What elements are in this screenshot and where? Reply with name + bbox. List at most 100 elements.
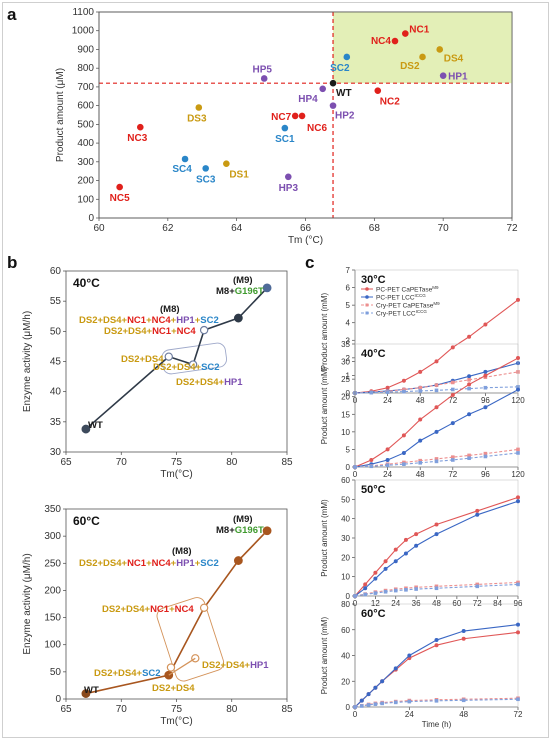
- c1-x-tick-label: 120: [511, 396, 525, 405]
- c2-series-point: [467, 456, 471, 461]
- c2-series-point: [483, 405, 488, 410]
- b1-y-tick-label: 50: [50, 326, 62, 337]
- b2-annotation-part: NC4: [152, 558, 172, 569]
- c3-x-tick-label: 96: [514, 599, 523, 608]
- c1-series-point: [483, 369, 488, 374]
- c3-x-tick-label: 12: [371, 599, 380, 608]
- c4-y-tick-label: 60: [341, 626, 350, 635]
- c3-series-point: [393, 588, 398, 593]
- c3-series-line-3: [354, 583, 519, 597]
- c2-series-point: [369, 457, 374, 462]
- b1-y-tick-label: 35: [50, 417, 62, 428]
- b2-y-tick-label: 300: [44, 531, 61, 542]
- a-point-nc3: [137, 123, 144, 131]
- c1-series-point: [467, 386, 471, 391]
- a-x-tick-label: 72: [506, 223, 518, 234]
- a-point-label-hp5: HP5: [252, 64, 272, 75]
- c2-y-tick-label: 25: [341, 375, 350, 384]
- b1-annotation: WT: [88, 420, 103, 431]
- a-point-hp2: [329, 102, 337, 109]
- b2-x-tick-label: 65: [60, 704, 72, 715]
- c2-y-tick-label: 20: [341, 393, 350, 402]
- c1-series-line-3: [354, 386, 519, 394]
- b1-annotation-part: +: [171, 315, 177, 326]
- b2-y-tick-label: 100: [44, 640, 61, 651]
- a-point-ds4: [436, 46, 444, 53]
- a-x-tick-label: 66: [300, 223, 312, 234]
- b1-annotation-part: NC4: [177, 326, 197, 337]
- a-point-label-nc6: NC6: [307, 123, 327, 134]
- b1-point: [233, 313, 243, 323]
- c2-y-tick-label: 5: [346, 445, 351, 454]
- a-point-label-nc5: NC5: [110, 193, 130, 204]
- c2-series-point: [418, 417, 423, 422]
- c1-series-point: [467, 374, 472, 379]
- a-point-nc6: [298, 112, 306, 120]
- c1-legend-superscript: ICCG: [415, 293, 427, 298]
- b1-annotation: DS2+DS4: [121, 354, 164, 365]
- b2-annotation-part: DS2+DS4+: [102, 604, 151, 615]
- a-point-hp3: [284, 173, 292, 181]
- a-point-label-hp2: HP2: [335, 111, 355, 122]
- c2-series-point: [385, 463, 390, 468]
- a-y-tick-label: 900: [77, 44, 94, 55]
- c2-series-point: [369, 464, 374, 469]
- b2-y-tick-label: 350: [44, 504, 61, 515]
- c1-legend-superscript: ICCG: [416, 309, 428, 314]
- b1-x-tick-label: 80: [226, 457, 238, 468]
- b2-annotation-part: (M8): [172, 546, 192, 557]
- c3-series-point: [403, 551, 408, 556]
- c2-series-point: [483, 454, 488, 459]
- a-y-tick-label: 500: [77, 119, 94, 130]
- b2-annotation-part: +: [171, 558, 177, 569]
- c1-series-point: [402, 389, 406, 394]
- b1-y-axis-label: Enzyme activity (μM/h): [22, 311, 33, 412]
- c3-series-point: [475, 584, 480, 589]
- c3-series-point: [414, 543, 419, 548]
- b1-x-axis-label: Tm(°C): [160, 469, 192, 480]
- c4-series-point: [516, 622, 520, 627]
- c1-legend-name: PC-PET LCC: [376, 294, 415, 301]
- c2-x-tick-label: 120: [511, 470, 525, 479]
- b2-annotation-part: SC2: [142, 668, 160, 679]
- b2-title-bg: [69, 512, 109, 528]
- c4-x-tick-label: 24: [405, 710, 414, 719]
- c3-series-line-2: [354, 581, 519, 597]
- c3-x-tick-label: 60: [452, 599, 461, 608]
- c2-series-point: [483, 451, 488, 456]
- c2-series-point: [451, 458, 455, 462]
- a-point-label-nc2: NC2: [380, 97, 400, 108]
- c3-plot-frame: [354, 479, 519, 597]
- c3-y-tick-label: 20: [341, 553, 350, 562]
- c2-series-point: [434, 405, 439, 410]
- b2-x-tick-label: 85: [281, 704, 293, 715]
- c3-series-point: [404, 588, 408, 592]
- c2-y-tick-label: 10: [341, 428, 350, 437]
- panel-label-c: c: [305, 253, 314, 272]
- b2-annotation: (M8): [172, 546, 192, 557]
- c1-y-tick-label: 0: [346, 389, 351, 398]
- c3-series-point: [516, 499, 520, 504]
- b1-annotation: DS2+DS4+NC1+NC4: [104, 326, 196, 337]
- c3-series-line-1: [354, 500, 519, 597]
- b2-annotation-part: M8+: [216, 525, 235, 536]
- a-point-nc2: [374, 87, 382, 94]
- b1-title: 40°C: [73, 276, 100, 290]
- c2-series-point: [418, 458, 422, 463]
- c2-series-point: [434, 429, 439, 434]
- b2-annotation: DS2+DS4+SC2: [94, 668, 161, 679]
- c3-x-tick-label: 72: [473, 599, 482, 608]
- b1-annotation-part: DS2+DS4: [121, 354, 164, 365]
- c1-y-tick-label: 5: [346, 301, 351, 310]
- c4-series-point: [366, 692, 371, 697]
- c2-series-line-1: [354, 389, 519, 468]
- b2-point: [262, 526, 272, 536]
- b2-point: [199, 603, 209, 613]
- b2-y-tick-label: 0: [55, 694, 61, 705]
- b1-x-tick-label: 70: [116, 457, 128, 468]
- a-y-tick-label: 0: [88, 213, 94, 224]
- c4-y-tick-label: 80: [341, 600, 350, 609]
- b2-annotation-part: +: [146, 558, 152, 569]
- c1-legend-name: Cry-PET CaPETase: [376, 302, 434, 309]
- a-point-nc7: [291, 112, 299, 120]
